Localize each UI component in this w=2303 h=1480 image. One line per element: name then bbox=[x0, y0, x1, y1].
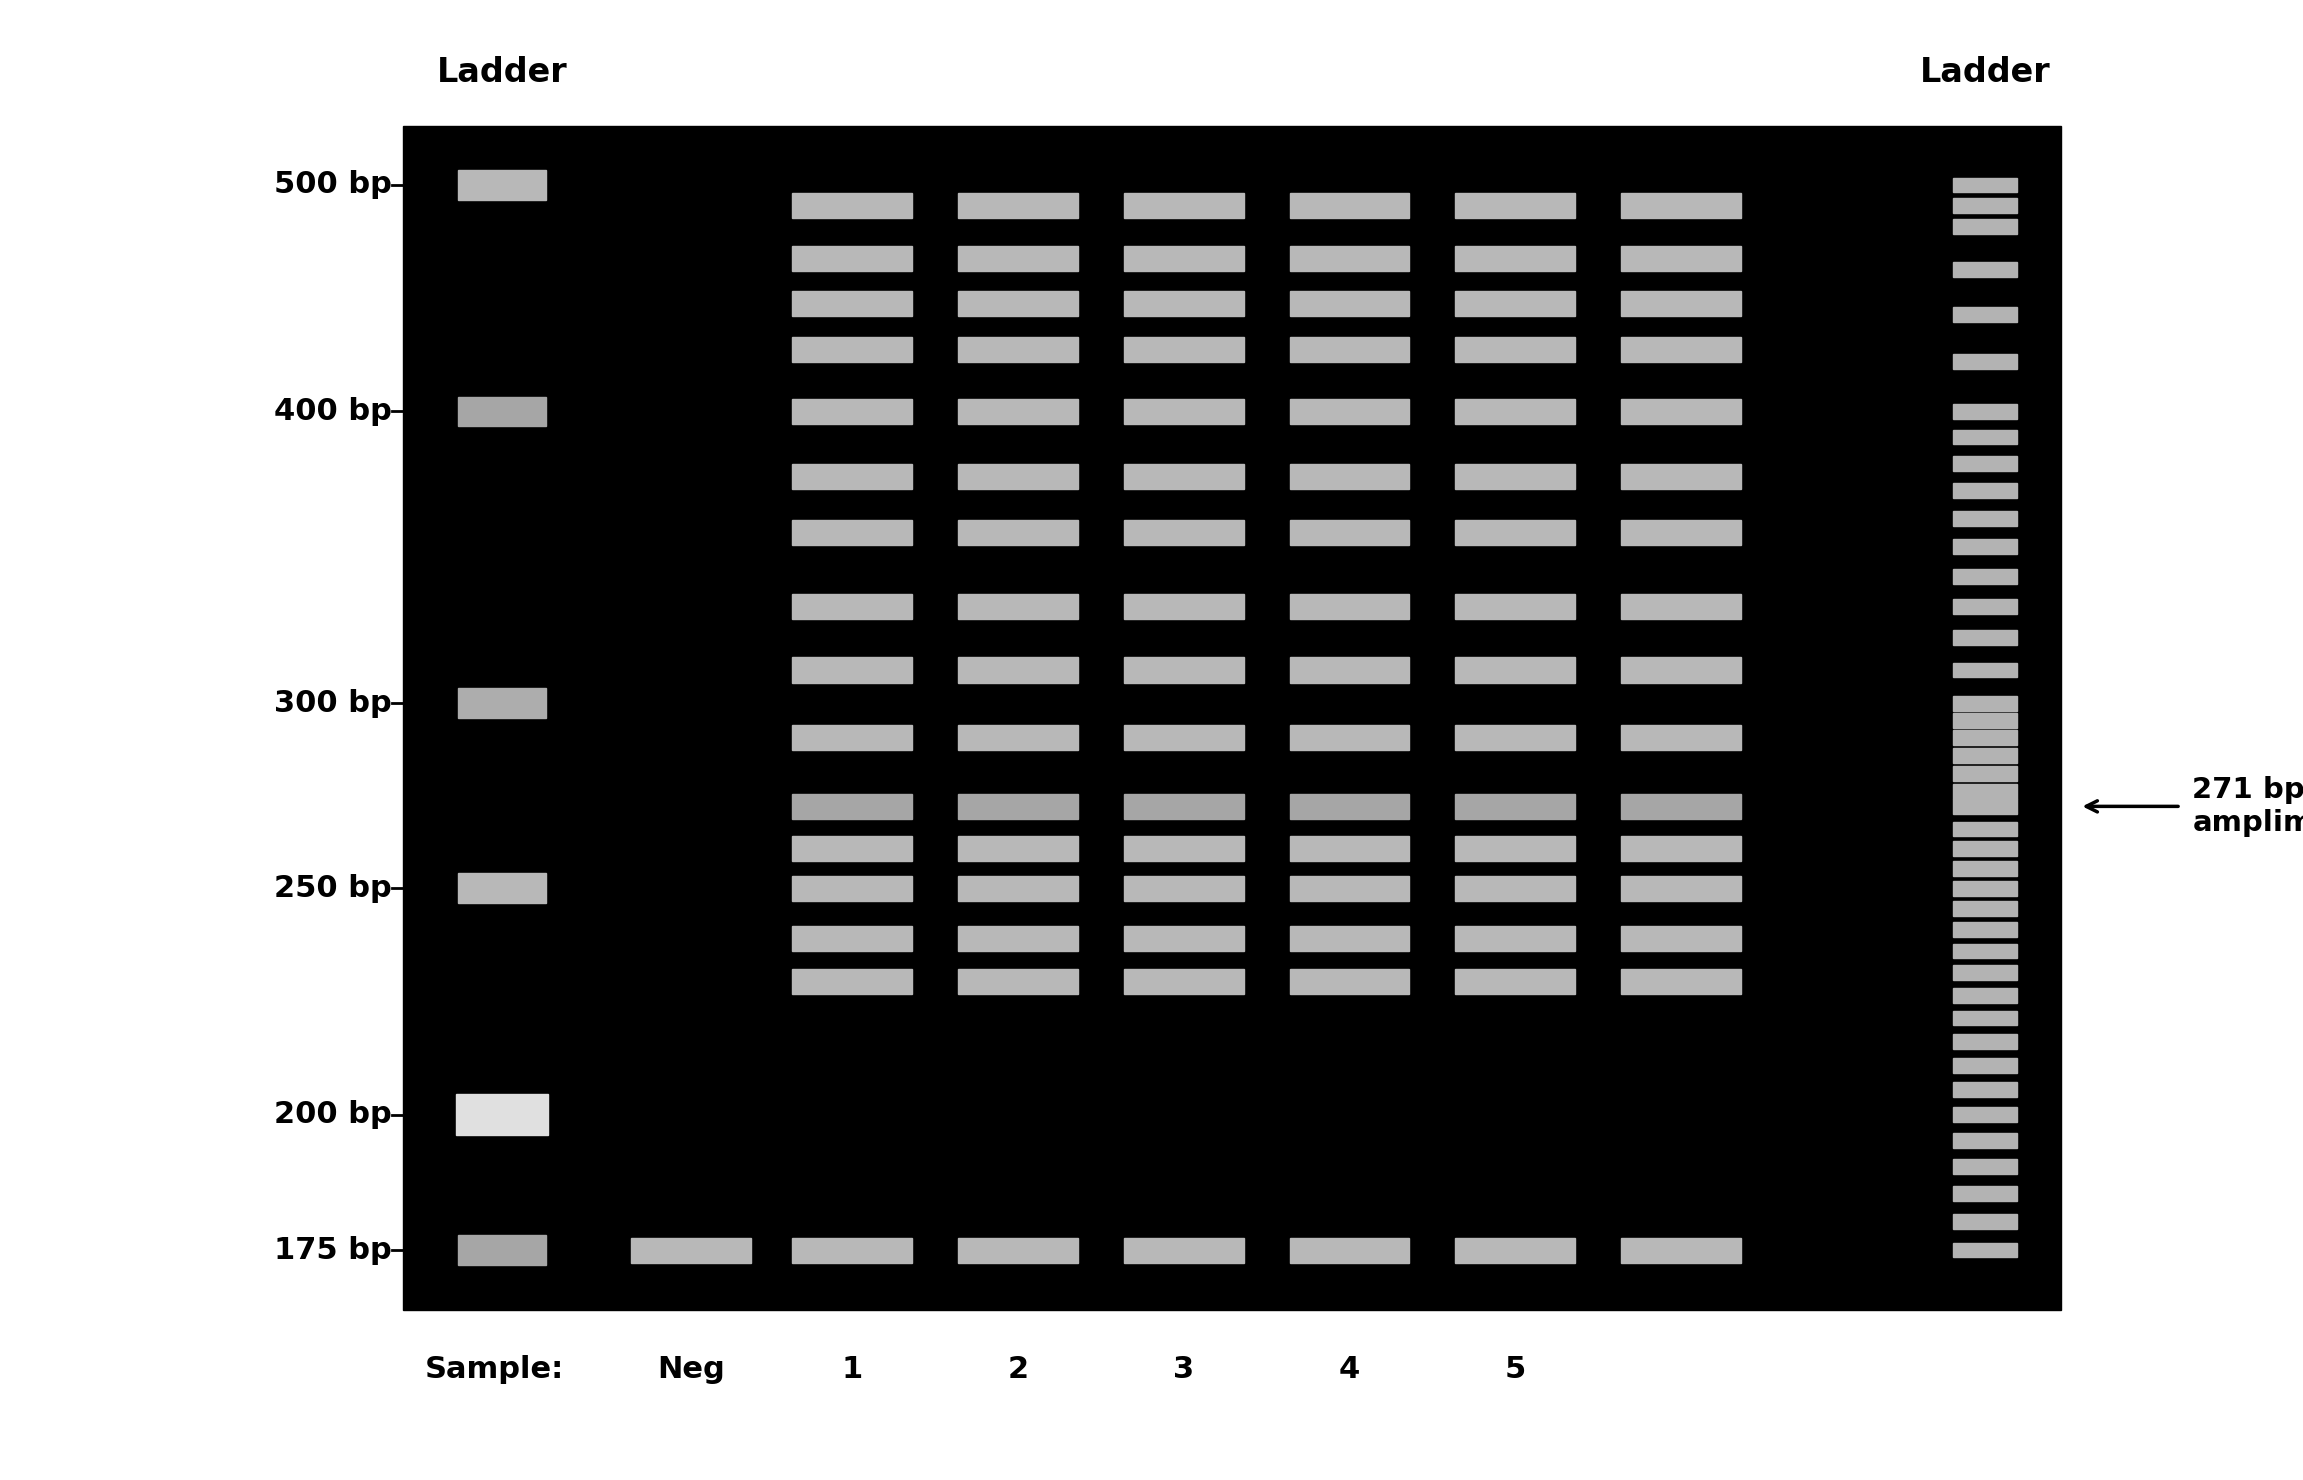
Text: 5: 5 bbox=[1504, 1354, 1527, 1384]
Text: 400 bp: 400 bp bbox=[274, 397, 392, 426]
Text: 1: 1 bbox=[841, 1354, 864, 1384]
Text: Sample:: Sample: bbox=[426, 1354, 564, 1384]
Text: 300 bp: 300 bp bbox=[274, 688, 392, 718]
Text: 200 bp: 200 bp bbox=[274, 1100, 392, 1129]
Text: Neg: Neg bbox=[656, 1354, 725, 1384]
Text: 271 bp
amplimer: 271 bp amplimer bbox=[2192, 776, 2303, 836]
Text: 3: 3 bbox=[1172, 1354, 1195, 1384]
Text: Ladder: Ladder bbox=[1921, 56, 2050, 89]
Text: 175 bp: 175 bp bbox=[274, 1236, 392, 1264]
Text: Ladder: Ladder bbox=[438, 56, 567, 89]
Text: 4: 4 bbox=[1338, 1354, 1361, 1384]
Text: 250 bp: 250 bp bbox=[274, 873, 392, 903]
Text: 500 bp: 500 bp bbox=[274, 170, 392, 200]
Text: 2: 2 bbox=[1006, 1354, 1029, 1384]
